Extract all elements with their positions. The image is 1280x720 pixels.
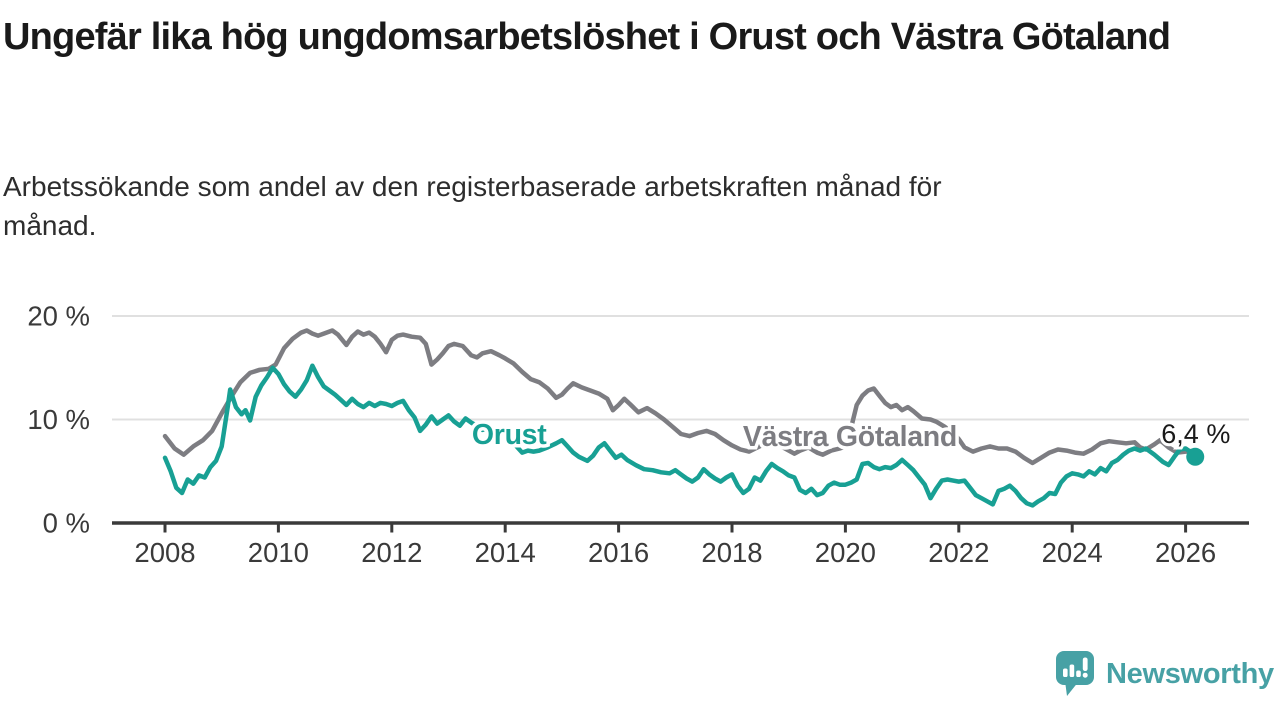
x-tick-label: 2020 — [815, 537, 876, 568]
x-tick-label: 2026 — [1155, 537, 1216, 568]
orust-line — [162, 363, 1198, 508]
page-title: Ungefär lika hög ungdomsarbetslöshet i O… — [3, 16, 1171, 58]
y-tick-label: 0 % — [43, 508, 90, 539]
latest-value-dot — [1186, 447, 1205, 466]
page-subtitle: Arbetssökande som andel av den registerb… — [3, 171, 942, 242]
x-tick-label: 2016 — [588, 537, 649, 568]
newsworthy-logo-text: Newsworthy — [1106, 657, 1274, 690]
latest-value-label: 6,4 % — [1161, 419, 1230, 449]
v-stra-g-taland-line — [162, 328, 1198, 466]
x-tick-label: 2010 — [248, 537, 309, 568]
series-label-orust: Orust — [472, 419, 547, 451]
y-tick-label: 20 % — [27, 301, 90, 332]
x-tick-label: 2022 — [928, 537, 989, 568]
x-tick-label: 2012 — [361, 537, 422, 568]
x-tick-label: 2024 — [1042, 537, 1103, 568]
newsworthy-speech-bubble-chart-icon — [1056, 651, 1094, 696]
x-tick-label: 2014 — [475, 537, 536, 568]
x-tick-label: 2018 — [701, 537, 762, 568]
y-tick-label: 10 % — [27, 404, 90, 435]
series-label-v-stra-g-taland: Västra Götaland — [743, 421, 957, 453]
newsworthy-logo: Newsworthy — [1056, 651, 1274, 697]
x-tick-label: 2008 — [134, 537, 195, 568]
